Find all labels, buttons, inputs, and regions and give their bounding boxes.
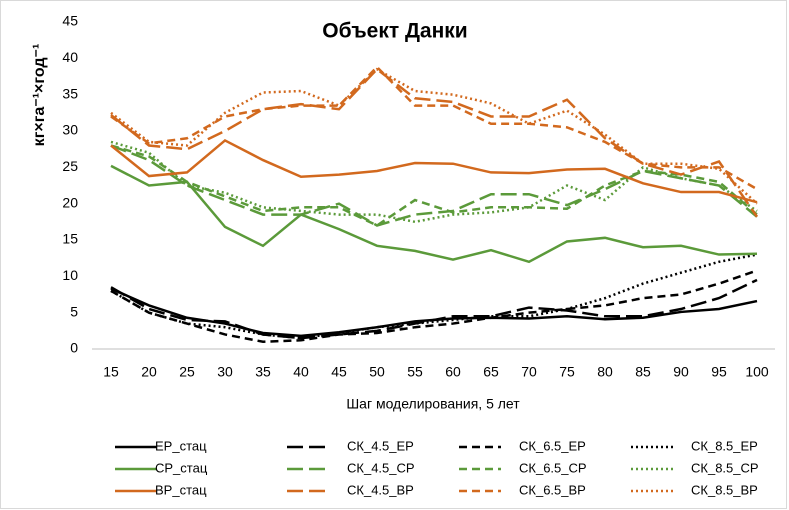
series-line xyxy=(110,140,758,224)
x-tick-label: 95 xyxy=(711,364,727,380)
legend-label: СК_6.5_ВР xyxy=(519,482,586,497)
y-tick-label: 45 xyxy=(62,13,78,29)
x-tick-label: 50 xyxy=(369,364,385,380)
x-tick-label: 40 xyxy=(293,364,309,380)
legend-label: СК_4.5_СР xyxy=(347,460,415,475)
x-tick-label: 60 xyxy=(445,364,461,380)
legend-label: ЕР_стац xyxy=(155,438,207,453)
legend-label: СК_8.5_ЕР xyxy=(691,438,758,453)
legend-label: СК_6.5_СР xyxy=(519,460,587,475)
x-tick-label: 75 xyxy=(559,364,575,380)
x-tick-label: 20 xyxy=(141,364,157,380)
x-tick-label: 45 xyxy=(331,364,347,380)
legend-label: СК_8.5_СР xyxy=(691,460,759,475)
legend-label: СК_8.5_ВР xyxy=(691,482,758,497)
x-tick-label: 15 xyxy=(103,364,119,380)
y-tick-label: 40 xyxy=(62,49,78,65)
legend-label: ВР_стац xyxy=(155,482,207,497)
x-tick-label: 80 xyxy=(597,364,613,380)
x-axis-label: Шаг моделирования, 5 лет xyxy=(346,396,520,412)
series-line xyxy=(110,144,758,227)
series-line xyxy=(110,138,758,204)
x-tick-label: 100 xyxy=(745,364,769,380)
y-tick-label: 5 xyxy=(70,303,78,319)
series-line xyxy=(110,253,758,340)
x-tick-label: 70 xyxy=(521,364,537,380)
x-tick-label: 65 xyxy=(483,364,499,380)
series-line xyxy=(110,164,758,264)
series-line xyxy=(110,269,758,343)
y-tick-label: 15 xyxy=(62,231,78,247)
y-tick-label: 25 xyxy=(62,158,78,174)
legend-label: СК_4.5_ВР xyxy=(347,482,414,497)
y-tick-label: 10 xyxy=(62,267,78,283)
x-tick-label: 85 xyxy=(635,364,651,380)
chart-title: Объект Данки xyxy=(322,20,467,43)
x-tick-label: 35 xyxy=(255,364,271,380)
legend-label: СК_4.5_ЕР xyxy=(347,438,414,453)
y-tick-label: 35 xyxy=(62,85,78,101)
series-line xyxy=(110,278,758,340)
series-line xyxy=(110,65,758,191)
x-tick-label: 55 xyxy=(407,364,423,380)
x-tick-label: 30 xyxy=(217,364,233,380)
legend-label: СР_стац xyxy=(155,460,208,475)
y-axis-label: кг×га⁻¹×год⁻¹ xyxy=(31,44,48,147)
y-tick-label: 30 xyxy=(62,122,78,138)
legend-label: СК_6.5_ЕР xyxy=(519,438,586,453)
y-tick-label: 20 xyxy=(62,194,78,210)
y-tick-label: 0 xyxy=(70,340,78,356)
x-tick-label: 25 xyxy=(179,364,195,380)
x-tick-label: 90 xyxy=(673,364,689,380)
